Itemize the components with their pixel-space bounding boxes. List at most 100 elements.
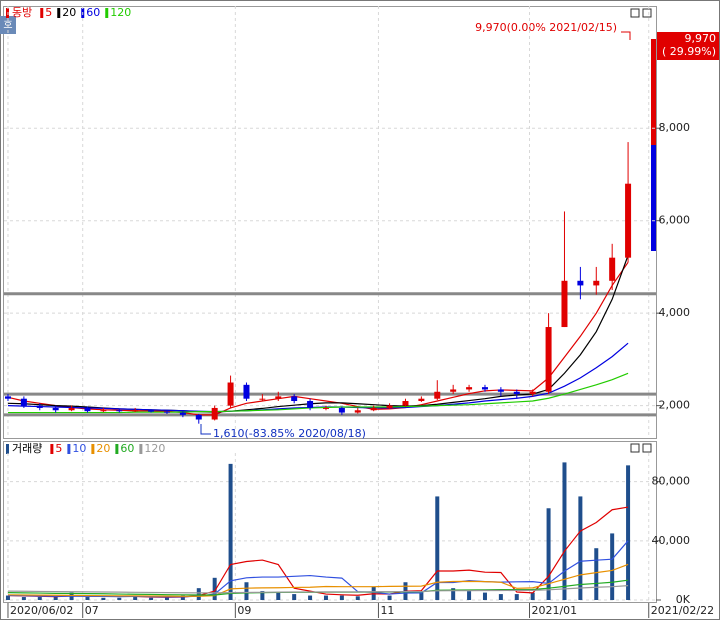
candle-body xyxy=(36,405,43,408)
change-percent: ( 29.99%) xyxy=(662,45,716,58)
volume-bar xyxy=(37,597,42,600)
volume-bar xyxy=(260,591,265,600)
volume-bar xyxy=(149,597,154,600)
high-annotation: 9,970(0.00% 2021/02/15) xyxy=(475,21,617,34)
volume-bar xyxy=(562,462,567,600)
legend-entry: 5 xyxy=(45,6,52,19)
volume-bar xyxy=(339,595,344,600)
volume-bar xyxy=(419,592,424,600)
volume-bar xyxy=(498,594,503,600)
volume-bar xyxy=(180,595,185,600)
ma-line xyxy=(7,540,629,598)
y-tick-label: 6,000 xyxy=(659,214,691,227)
legend-swatch xyxy=(105,8,109,18)
volume-bar xyxy=(435,496,440,600)
legend-entry: 60 xyxy=(86,6,100,19)
volume-bar xyxy=(323,595,328,600)
candle-body xyxy=(481,387,488,390)
legend-swatch xyxy=(6,444,9,454)
candle-body xyxy=(307,401,314,408)
x-tick-label: 2021/02/22 xyxy=(651,604,714,617)
candle-body xyxy=(132,410,139,412)
volume-bar xyxy=(228,463,233,600)
candle-body xyxy=(68,407,75,411)
candle-body xyxy=(163,411,170,413)
legend-entry: 20 xyxy=(96,442,110,455)
volume-bar xyxy=(594,548,599,600)
panel-button[interactable] xyxy=(630,8,640,18)
candle-body xyxy=(609,257,616,281)
volume-bar xyxy=(514,594,519,600)
volume-bar xyxy=(578,496,583,600)
volume-bar xyxy=(451,588,456,600)
x-tick-label: 07 xyxy=(85,604,99,617)
ma-line xyxy=(7,585,629,594)
y-tick-label: 4,000 xyxy=(659,306,691,319)
candle-body xyxy=(545,327,552,392)
volume-bar xyxy=(482,592,487,600)
ma-line xyxy=(7,563,629,597)
volume-bar xyxy=(133,597,138,600)
candle-body xyxy=(148,410,155,412)
legend-entry: 20 xyxy=(62,6,76,19)
candle-body xyxy=(84,407,91,412)
annotation-pointer xyxy=(621,31,631,40)
candle-body xyxy=(322,407,329,409)
y-tick-label: 80,000 xyxy=(652,475,691,488)
legend-swatch xyxy=(115,444,119,454)
candle-body xyxy=(275,396,282,399)
candle-body xyxy=(116,410,123,412)
y-tick-label: 40,000 xyxy=(652,534,691,547)
volume-bar xyxy=(85,597,90,600)
ma-line xyxy=(7,372,629,414)
last-price: 9,970 xyxy=(685,32,717,45)
volume-bar xyxy=(5,595,10,600)
volume-bar xyxy=(244,582,249,600)
panel-close[interactable] xyxy=(642,8,652,18)
volume-bar xyxy=(292,594,297,600)
legend-swatch xyxy=(91,444,95,454)
legend-entry: 10 xyxy=(72,442,86,455)
candle-body xyxy=(20,398,27,406)
x-tick-label: 11 xyxy=(380,604,394,617)
y-tick-label: 8,000 xyxy=(659,121,691,134)
candle-body xyxy=(466,387,473,390)
candle-body xyxy=(577,280,584,286)
candle-body xyxy=(227,382,234,406)
volume-bar xyxy=(467,591,472,600)
y-tick-label: 0K xyxy=(676,593,691,606)
candle-body xyxy=(386,405,393,408)
volume-bar xyxy=(276,592,281,600)
volume-bar xyxy=(546,508,551,600)
x-tick-label: 2020/06/02 xyxy=(10,604,73,617)
panel-button[interactable] xyxy=(630,443,640,453)
candle-body xyxy=(4,396,11,399)
candle-body xyxy=(513,391,520,395)
volume-bar xyxy=(387,595,392,600)
annotation-pointer xyxy=(200,424,211,435)
candle-body xyxy=(52,407,59,411)
legend-swatch xyxy=(67,444,71,454)
legend-entry: 5 xyxy=(55,442,62,455)
x-tick-label: 09 xyxy=(237,604,251,617)
volume-bar xyxy=(101,597,106,600)
volume-bar xyxy=(164,597,169,600)
price-range-up xyxy=(651,39,656,145)
candle-body xyxy=(354,410,361,413)
candle-body xyxy=(211,407,218,420)
panel-close[interactable] xyxy=(642,443,652,453)
candle-body xyxy=(529,391,536,395)
legend-title: 거래량 xyxy=(12,442,42,455)
legend-entry: 120 xyxy=(110,6,131,19)
volume-bar xyxy=(530,592,535,600)
volume-bar xyxy=(53,597,58,600)
legend-swatch xyxy=(40,8,44,18)
candle-body xyxy=(243,384,250,399)
low-annotation: 1,610(-83.85% 2020/08/18) xyxy=(213,427,366,440)
legend-entry: 60 xyxy=(120,442,134,455)
volume-bar xyxy=(117,597,122,600)
legend-title: 동방 xyxy=(12,6,32,19)
legend-swatch xyxy=(50,444,54,454)
volume-bar xyxy=(212,577,217,600)
